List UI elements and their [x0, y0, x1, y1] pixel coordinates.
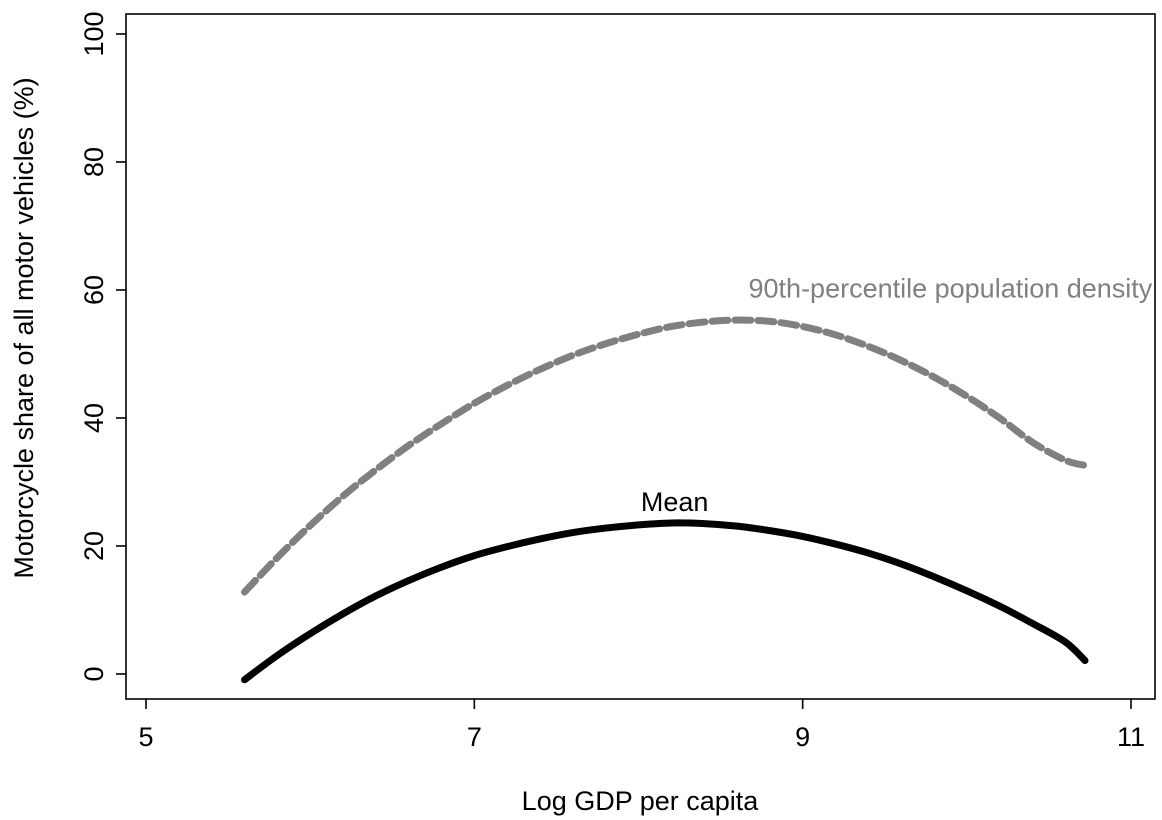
x-tick-label: 5 — [138, 722, 153, 752]
y-tick-label: 20 — [79, 531, 109, 561]
series-line-mean — [241, 519, 1089, 684]
plot-frame — [125, 13, 1156, 700]
x-tick-label: 7 — [467, 722, 482, 752]
x-axis: 5 7 9 11 — [138, 699, 1145, 752]
annotation-layer: Mean 90th-percentile population density — [641, 274, 1153, 517]
annotation-90th-percentile: 90th-percentile population density — [749, 274, 1153, 304]
series-layer — [241, 316, 1089, 684]
y-axis: 0 20 40 60 80 100 — [79, 11, 126, 682]
y-tick-label: 80 — [79, 147, 109, 177]
y-tick-label: 40 — [79, 403, 109, 433]
series-line-90th-percentile — [241, 316, 1089, 596]
x-tick-label: 11 — [1117, 722, 1145, 752]
annotation-mean: Mean — [641, 487, 709, 517]
y-axis-label: Motorcycle share of all motor vehicles (… — [9, 77, 39, 578]
x-tick-label: 9 — [795, 722, 810, 752]
x-axis-label: Log GDP per capita — [522, 786, 760, 816]
y-tick-label: 100 — [79, 11, 109, 56]
y-tick-label: 0 — [79, 666, 109, 681]
y-tick-label: 60 — [79, 275, 109, 305]
